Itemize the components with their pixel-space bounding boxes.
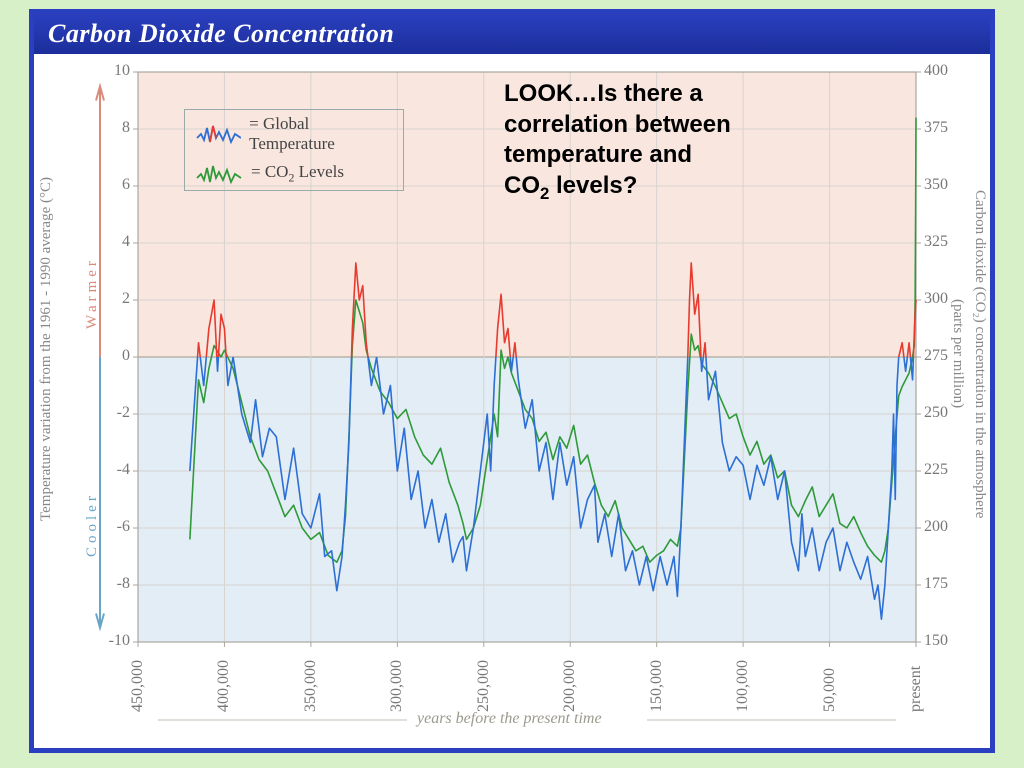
left-axis-label: Temperature variation from the 1961 - 19…: [38, 114, 55, 584]
panel-title: Carbon Dioxide Concentration: [34, 14, 990, 54]
right-tick: 225: [924, 461, 948, 479]
legend-label-temperature: = Global Temperature: [249, 114, 393, 154]
x-axis-label: years before the present time: [417, 710, 602, 728]
right-axis-label-line2: (parts per million): [950, 299, 966, 408]
right-tick: 175: [924, 575, 948, 593]
left-tick: 0: [122, 347, 130, 365]
temperature-icon: [195, 122, 241, 146]
right-tick: 400: [924, 62, 948, 80]
page-background: Carbon Dioxide Concentration Temperature…: [0, 0, 1024, 768]
co2-icon: [195, 162, 243, 186]
legend-item-temperature: = Global Temperature: [185, 110, 403, 158]
legend-label-co2: = CO2 Levels: [251, 162, 344, 185]
x-tick: 250,000: [475, 650, 493, 712]
right-tick: 150: [924, 632, 948, 650]
left-tick: 10: [114, 62, 130, 80]
chart-frame: Carbon Dioxide Concentration Temperature…: [29, 9, 995, 753]
right-tick: 375: [924, 119, 948, 137]
x-tick: 450,000: [129, 650, 147, 712]
right-tick: 275: [924, 347, 948, 365]
plot-area: Temperature variation from the 1961 - 19…: [34, 54, 990, 748]
x-tick: 350,000: [302, 650, 320, 712]
right-axis-label-line1: Carbon dioxide (CO₂) concentration in th…: [972, 190, 988, 518]
x-tick: 300,000: [388, 650, 406, 712]
legend-item-co2: = CO2 Levels: [185, 158, 403, 190]
right-axis-label: Carbon dioxide (CO₂) concentration in th…: [971, 94, 988, 614]
left-tick: -8: [117, 575, 130, 593]
right-tick: 250: [924, 404, 948, 422]
left-tick: 8: [122, 119, 130, 137]
right-tick: 300: [924, 290, 948, 308]
x-tick: 50,000: [821, 650, 839, 712]
right-axis-label-2: (parts per million): [949, 254, 966, 454]
x-tick: 400,000: [215, 650, 233, 712]
left-tick: -4: [117, 461, 130, 479]
left-tick: -2: [117, 404, 130, 422]
legend: = Global Temperature = CO2 Levels: [184, 109, 404, 191]
right-tick: 325: [924, 233, 948, 251]
right-tick: 200: [924, 518, 948, 536]
overlay-question: LOOK…Is there acorrelation betweentemper…: [504, 79, 814, 204]
right-tick: 350: [924, 176, 948, 194]
left-tick: -10: [109, 632, 130, 650]
x-tick: 200,000: [561, 650, 579, 712]
left-tick: -6: [117, 518, 130, 536]
x-tick: 100,000: [734, 650, 752, 712]
x-tick: 150,000: [648, 650, 666, 712]
left-tick: 2: [122, 290, 130, 308]
warmer-zone-label: Warmer: [84, 158, 101, 329]
x-tick: present: [907, 650, 925, 712]
left-tick: 4: [122, 233, 130, 251]
left-tick: 6: [122, 176, 130, 194]
cooler-zone-label: Cooler: [84, 386, 101, 557]
